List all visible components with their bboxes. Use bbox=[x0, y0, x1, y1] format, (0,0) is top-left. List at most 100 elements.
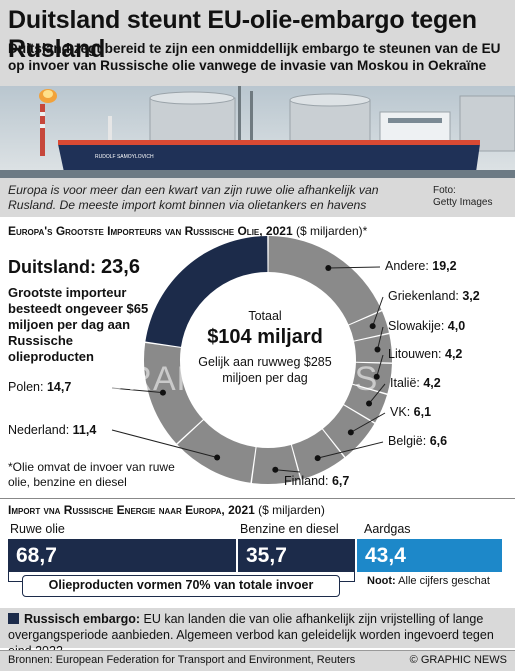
photo-caption: Europa is voor meer dan een kwart van zi… bbox=[8, 183, 379, 212]
label-nederland: Nederland: 11,4 bbox=[8, 423, 97, 437]
leader-dot-finland bbox=[272, 466, 279, 473]
title-bar bbox=[0, 0, 515, 86]
energy-unit: ($ miljarden) bbox=[258, 503, 325, 517]
label-litouwen: Litouwen: 4,2 bbox=[388, 347, 463, 361]
importers-title: Europa's Grootste Importeurs van Russisc… bbox=[8, 224, 367, 238]
bar-gas: 43,4 bbox=[357, 539, 502, 572]
energy-title: Import vna Russische Energie naar Europa… bbox=[8, 503, 325, 517]
label-belgie: België: 6,6 bbox=[388, 434, 448, 448]
importers-unit: ($ miljarden)* bbox=[295, 224, 368, 238]
leader-line-litouwen bbox=[376, 354, 384, 377]
label-vk: VK: 6,1 bbox=[390, 405, 432, 419]
leader-line-belgi- bbox=[317, 441, 384, 459]
germany-description: Grootste importeur besteedt ongeveer $65… bbox=[8, 285, 149, 364]
donut-segment-griekenland bbox=[348, 311, 389, 341]
caption-box bbox=[0, 178, 515, 217]
label-finland-value: 6,7 bbox=[331, 474, 350, 488]
label-nederland-value: 11,4 bbox=[72, 423, 97, 437]
germany-value: 23,6 bbox=[101, 256, 140, 278]
leader-line-andere bbox=[328, 266, 381, 269]
headline: Duitsland steunt EU-olie-embargo tegen R… bbox=[8, 6, 477, 63]
leader-dot-vk bbox=[347, 429, 354, 436]
leader-dot-itali- bbox=[366, 400, 373, 407]
label-griekenland-value: 3,2 bbox=[462, 289, 480, 303]
label-slowakije-name: Slowakije bbox=[388, 319, 441, 333]
ship-name: RUDOLF SAMOYLOVICH bbox=[95, 154, 154, 160]
leader-dot-slowakije bbox=[374, 346, 381, 353]
donut-segment-polen bbox=[143, 342, 203, 444]
donut-segment-nederland bbox=[177, 420, 256, 483]
donut-total-value: $104 miljard bbox=[207, 326, 323, 348]
oil-share-note: Olieproducten vormen 70% van totale invo… bbox=[22, 575, 340, 597]
bar-label-gas: Aardgas bbox=[364, 522, 411, 536]
leader-dot-litouwen bbox=[373, 373, 380, 380]
estimate-note-label: Noot: bbox=[367, 575, 396, 587]
label-andere-value: 19,2 bbox=[432, 259, 457, 273]
label-slowakije: Slowakije: 4,0 bbox=[388, 319, 466, 333]
estimate-note: Noot: Alle cijfers geschat bbox=[367, 575, 507, 588]
watermark: GRAPHIC NEWS bbox=[100, 360, 379, 398]
donut-total-label: Totaal bbox=[248, 309, 282, 323]
label-polen-value: 14,7 bbox=[46, 380, 72, 394]
label-belgie-value: 6,6 bbox=[429, 434, 448, 448]
label-andere: Andere: 19,2 bbox=[385, 259, 457, 273]
label-polen-name: Polen bbox=[8, 380, 40, 394]
footer bbox=[0, 650, 515, 671]
donut-segment-duitsland bbox=[145, 236, 268, 347]
label-vk-value: 6,1 bbox=[413, 405, 432, 419]
leader-line-finland bbox=[275, 469, 301, 473]
leader-line-vk bbox=[350, 412, 386, 433]
label-italie-name: Italië bbox=[390, 376, 417, 390]
label-andere-name: Andere bbox=[385, 259, 426, 273]
photo-credit-source: Getty Images bbox=[433, 197, 493, 208]
importers-title-text: Europa's Grootste Importeurs van Russisc… bbox=[8, 224, 293, 238]
leader-dot-polen bbox=[159, 389, 166, 396]
embargo-lead: Russisch embargo: bbox=[24, 612, 141, 626]
sources: Bronnen: European Federation for Transpo… bbox=[8, 654, 356, 666]
leader-dot-belgi- bbox=[314, 455, 321, 462]
leader-line-slowakije bbox=[377, 326, 384, 350]
section-divider bbox=[0, 498, 515, 499]
label-finland-name: Finland bbox=[284, 474, 325, 488]
leader-line-nederland bbox=[111, 429, 218, 459]
label-polen: Polen: 14,7 bbox=[8, 380, 72, 394]
bar-label-oil: Ruwe olie bbox=[10, 522, 65, 536]
label-litouwen-value: 4,2 bbox=[445, 347, 463, 361]
importers-footnote: *Olie omvat de invoer van ruwe olie, ben… bbox=[8, 460, 175, 489]
leader-line-polen bbox=[111, 387, 163, 394]
photo-credit-label: Foto: bbox=[433, 185, 456, 196]
standfirst: Duitsland zegt bereid te zijn een onmidd… bbox=[8, 41, 501, 73]
label-vk-name: VK bbox=[390, 405, 407, 419]
leader-line-griekenland bbox=[372, 296, 384, 327]
bar-fuel: 35,7 bbox=[238, 539, 355, 572]
energy-title-text: Import vna Russische Energie naar Europa… bbox=[8, 503, 255, 517]
germany-name: Duitsland: bbox=[8, 257, 96, 277]
leader-line-itali- bbox=[368, 383, 386, 404]
label-slowakije-value: 4,0 bbox=[447, 319, 466, 333]
label-griekenland: Griekenland: 3,2 bbox=[388, 289, 480, 303]
bar-oil: 68,7 bbox=[8, 539, 236, 572]
embargo-box bbox=[0, 608, 515, 648]
leader-dot-griekenland bbox=[369, 323, 376, 330]
donut-segment-andere bbox=[268, 236, 382, 325]
bar-label-fuel: Benzine en diesel bbox=[240, 522, 339, 536]
label-italie: Italië: 4,2 bbox=[390, 376, 441, 390]
germany-callout: Duitsland: 23,6 bbox=[8, 256, 140, 279]
donut-leader-lines bbox=[111, 265, 386, 473]
estimate-note-text: Alle cijfers geschat bbox=[398, 575, 490, 587]
donut-segment-belgi- bbox=[291, 429, 345, 480]
label-belgie-name: België bbox=[388, 434, 423, 448]
embargo-text: Russisch embargo: EU kan landen die van … bbox=[8, 611, 508, 659]
tanker-photo: RUDOLF SAMOYLOVICH bbox=[0, 86, 515, 178]
label-litouwen-name: Litouwen bbox=[388, 347, 439, 361]
leader-dot-nederland bbox=[214, 454, 221, 461]
embargo-body: EU kan landen die van olie afhankelijk z… bbox=[8, 612, 494, 658]
embargo-square-icon bbox=[8, 613, 19, 624]
donut-segment-litouwen bbox=[352, 362, 392, 394]
label-nederland-name: Nederland bbox=[8, 423, 66, 437]
label-italie-value: 4,2 bbox=[423, 376, 441, 390]
label-finland: Finland: 6,7 bbox=[284, 474, 350, 488]
brand-credit: © GRAPHIC NEWS bbox=[409, 654, 507, 666]
donut-segment-finland bbox=[251, 444, 301, 484]
